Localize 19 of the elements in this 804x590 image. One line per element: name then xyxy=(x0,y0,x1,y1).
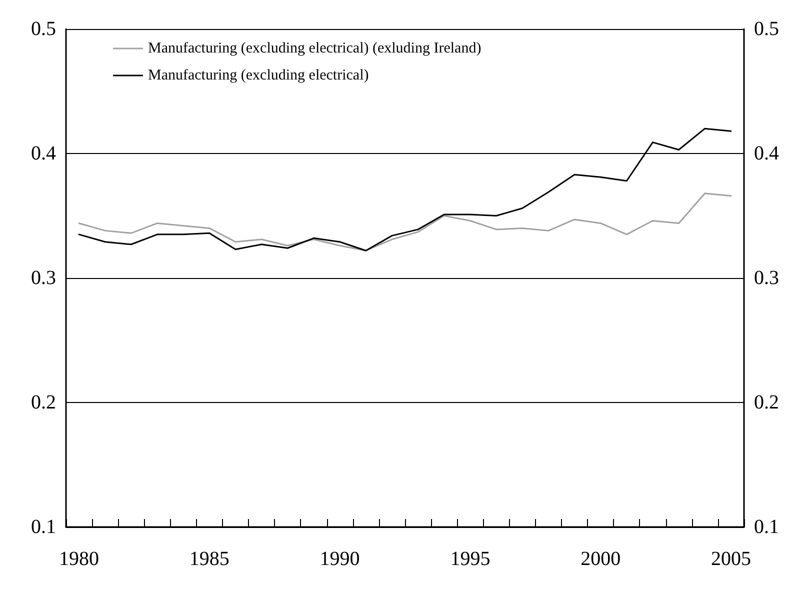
y-tick-label: 0.5 xyxy=(31,18,56,40)
y-tick-label: 0.1 xyxy=(31,516,56,538)
y-tick-label: 0.4 xyxy=(31,142,56,164)
x-tick-label: 1990 xyxy=(320,548,360,570)
x-tick-label: 2000 xyxy=(580,548,621,570)
y2-tick-label: 0.2 xyxy=(754,392,779,414)
x-tick-label: 1980 xyxy=(59,548,100,570)
x-tick-label: 1985 xyxy=(189,548,230,570)
y2-tick-label: 0.5 xyxy=(754,18,779,40)
y2-tick-label: 0.3 xyxy=(754,267,779,289)
y-tick-label: 0.2 xyxy=(31,392,56,414)
legend-label: Manufacturing (excluding electrical) xyxy=(148,68,369,84)
legend-label: Manufacturing (excluding electrical) (exluding Ireland) xyxy=(148,40,482,56)
line-series xyxy=(78,192,732,252)
y-tick-label: 0.3 xyxy=(31,267,56,289)
x-tick-label: 1995 xyxy=(450,548,490,570)
y2-tick-label: 0.4 xyxy=(754,142,779,164)
x-tick-label: 2005 xyxy=(710,548,751,570)
y2-tick-label: 0.1 xyxy=(754,516,779,538)
